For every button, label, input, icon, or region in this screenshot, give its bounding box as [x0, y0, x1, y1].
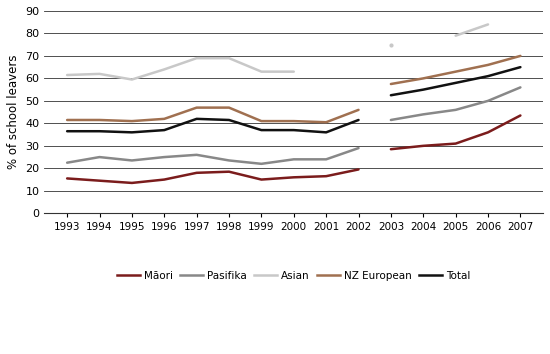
- Legend: Māori, Pasifika, Asian, NZ European, Total: Māori, Pasifika, Asian, NZ European, Tot…: [113, 267, 475, 285]
- Y-axis label: % of school leavers: % of school leavers: [7, 55, 20, 169]
